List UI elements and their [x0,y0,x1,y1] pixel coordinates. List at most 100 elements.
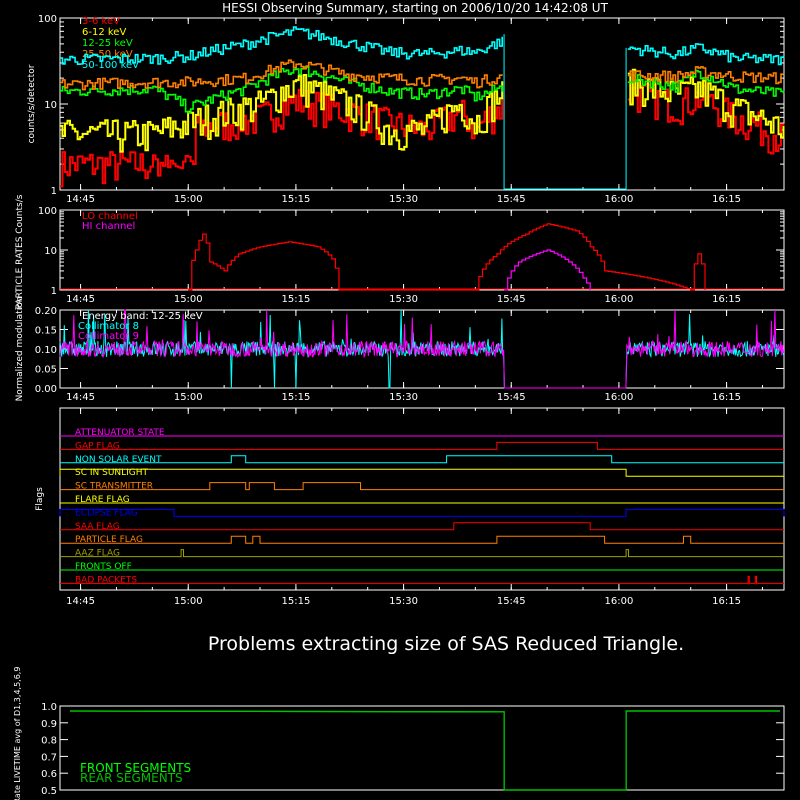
x-tick-label: 15:30 [389,392,418,403]
flag-label: FRONTS OFF [75,562,132,572]
flag-line [60,535,784,544]
panel-frame [59,209,785,291]
legend-entry: 6-12 keV [82,27,126,38]
panel-particle-rates: PARTICLE RATES Counts/s 1 10 100 14:45 15:00… [15,194,785,309]
plot-title: HESSI Observing Summary, starting on 200… [222,1,608,15]
flag-line [60,522,784,531]
panel-frame [59,407,785,591]
y-tick-label: 10 [44,246,57,257]
y-tick-label: 0.7 [41,752,57,763]
x-tick-label: 15:30 [389,194,418,205]
y-tick-label: 0.9 [41,719,57,730]
series-line [60,26,503,65]
series-line [504,249,591,291]
x-tick-label: 14:45 [66,294,95,305]
flag-label: ECLIPSE FLAG [75,508,138,518]
flag-label: GAP FLAG [75,441,120,451]
ylabel-counts: counts/s/detector [27,64,37,143]
series-line [188,223,706,291]
legend-entry: LO channel [82,211,138,222]
legend-entry: 12-25 keV [82,38,133,49]
x-tick-label: 16:00 [604,596,633,607]
panel-count-rates: counts/s/detector 1 10 100 14:45 15:00 15:15 1… [27,14,785,205]
flag-line [59,508,785,517]
legend-entry: HI channel [82,221,135,232]
x-tick-label: 16:00 [604,294,633,305]
y-tick-label: 10 [44,100,57,111]
panel-modulation: Normalized modulation 0.00 0.05 0.10 0.15 0.… [15,297,785,403]
x-tick-label: 15:00 [174,392,203,403]
y-tick-label: 0.05 [35,365,57,376]
y-tick-label: 0.6 [41,769,57,780]
flag-label: NON SOLAR EVENT [75,455,162,465]
y-tick-label: 0.15 [35,326,57,337]
y-tick-label: 100 [38,206,57,217]
flag-line [59,468,784,477]
legend-entry: Collimator 8 [78,321,139,332]
x-tick-label: 15:15 [281,392,310,403]
y-tick-label: 1 [51,286,57,297]
legend-entry: Energy band: 12-25 keV [82,311,203,322]
x-tick-label: 16:15 [712,392,741,403]
flag-line [60,455,784,464]
flag-label: PARTICLE FLAG [75,535,143,545]
series-line [627,69,785,97]
y-tick-label: 0.00 [35,384,57,395]
x-tick-label: 14:45 [66,392,95,403]
x-tick-label: 14:45 [66,194,95,205]
x-tick-label: 15:45 [497,392,526,403]
flag-label: BAD PACKETS [75,575,137,585]
series-line [69,710,780,791]
x-tick-label: 15:00 [174,294,203,305]
x-tick-label: 15:15 [281,194,310,205]
y-tick-label: 0.5 [41,786,57,797]
y-tick-label: 1.0 [41,702,57,713]
flag-label: AAZ FLAG [75,549,120,559]
status-message: Problems extracting size of SAS Reduced … [208,633,684,655]
series-line [60,74,504,153]
legend-entry: 50-100 keV [82,60,139,71]
legend-entry: Collimator 9 [78,331,139,342]
x-tick-label: 15:45 [497,294,526,305]
x-tick-label: 15:45 [497,194,526,205]
legend-entry: FRONT SEGMENTS [80,761,191,775]
legend-entry: REAR SEGMENTS [80,771,183,785]
y-tick-label: 0.10 [35,345,57,356]
x-tick-label: 14:45 [66,596,95,607]
flag-label: ATTENUATOR STATE [75,428,165,438]
y-tick-label: 0.8 [41,736,57,747]
series-line [627,66,785,85]
x-tick-label: 15:15 [281,294,310,305]
panel-frame [59,705,785,791]
x-tick-label: 16:15 [712,194,741,205]
x-tick-label: 16:00 [604,194,633,205]
x-tick-label: 15:30 [389,596,418,607]
legend-entry: 3-6 keV [82,16,120,27]
flag-label: FLARE FLAG [75,495,130,505]
ylabel-modulation: Normalized modulation [15,297,25,402]
x-tick-label: 15:30 [389,294,418,305]
ylabel-particle: PARTICLE RATES Counts/s [15,194,25,309]
x-tick-label: 15:15 [281,596,310,607]
series-line [60,88,504,188]
panel-flags: Flags 14:45 15:00 15:15 15:30 15:45 16:00 16:1… [35,407,785,607]
flag-label: SAA FLAG [75,522,120,532]
ylabel-livetime: Mon. Rate LIVETIME avg of D1,3,4,5,6,9 [13,667,22,800]
x-tick-label: 15:45 [497,596,526,607]
ylabel-flags: Flags [35,487,45,511]
flag-label: SC TRANSMITTER [75,482,153,492]
x-tick-label: 15:00 [174,194,203,205]
x-tick-label: 16:15 [712,294,741,305]
panel-livetime: Mon. Rate LIVETIME avg of D1,3,4,5,6,9 0… [13,667,785,800]
x-tick-label: 16:00 [604,392,633,403]
series-line [627,43,785,66]
flag-line [60,575,784,584]
y-tick-label: 100 [38,14,57,25]
x-tick-label: 15:00 [174,596,203,607]
y-tick-label: 0.20 [35,306,57,317]
legend-entry: 25-50 keV [82,49,133,60]
flag-label: SC IN SUNLIGHT [75,468,149,478]
x-tick-label: 16:15 [712,596,741,607]
series-line [59,309,784,389]
